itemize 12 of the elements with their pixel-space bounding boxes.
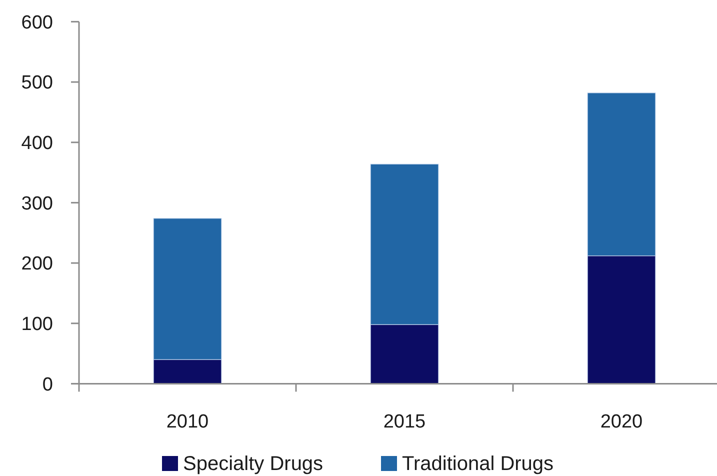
y-tick-label: 500 bbox=[21, 72, 53, 94]
x-tick-label: 2015 bbox=[383, 412, 426, 433]
y-tick-label: 600 bbox=[21, 12, 53, 34]
y-tick-label: 400 bbox=[21, 133, 53, 154]
y-tick-label: 300 bbox=[21, 193, 53, 214]
x-tick-label: 2010 bbox=[166, 412, 209, 433]
x-tick-label: 2020 bbox=[600, 412, 643, 433]
y-tick-label: 0 bbox=[42, 374, 53, 396]
legend-label: Specialty Drugs bbox=[183, 453, 324, 475]
legend-label: Traditional Drugs bbox=[402, 453, 554, 475]
y-tick-label: 200 bbox=[21, 254, 53, 275]
y-tick-label: 100 bbox=[21, 314, 53, 336]
